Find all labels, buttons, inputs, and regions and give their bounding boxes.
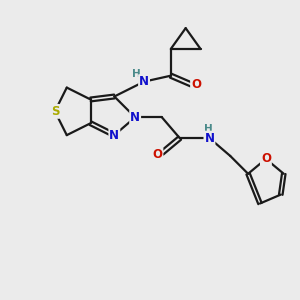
Text: O: O bbox=[191, 78, 201, 91]
Text: S: S bbox=[51, 105, 59, 118]
Text: O: O bbox=[261, 152, 271, 165]
Text: N: N bbox=[109, 129, 119, 142]
Text: N: N bbox=[130, 111, 140, 124]
Text: N: N bbox=[139, 75, 149, 88]
Text: H: H bbox=[204, 124, 212, 134]
Text: O: O bbox=[152, 148, 162, 161]
Text: H: H bbox=[132, 69, 141, 79]
Text: N: N bbox=[204, 132, 214, 145]
